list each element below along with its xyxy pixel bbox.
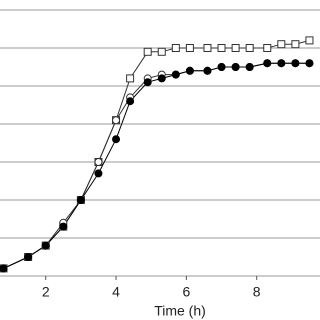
- marker: [0, 264, 8, 273]
- marker: [143, 78, 152, 87]
- marker: [185, 44, 194, 52]
- marker: [263, 59, 272, 68]
- x-tick-label: 4: [112, 284, 120, 300]
- marker: [94, 169, 103, 178]
- marker: [41, 241, 50, 250]
- marker: [231, 63, 240, 71]
- marker: [305, 36, 314, 45]
- marker: [171, 44, 180, 52]
- marker: [171, 70, 180, 79]
- marker: [112, 116, 121, 125]
- marker: [126, 74, 135, 83]
- marker: [305, 59, 314, 68]
- series-line: [3, 39, 310, 269]
- marker: [277, 59, 286, 68]
- marker: [126, 97, 135, 106]
- x-tick-label: 6: [182, 284, 190, 300]
- marker: [245, 63, 254, 71]
- marker: [143, 47, 152, 56]
- marker: [112, 135, 121, 144]
- marker: [94, 158, 103, 166]
- marker: [291, 40, 300, 49]
- marker: [157, 74, 166, 83]
- marker: [203, 44, 212, 52]
- marker: [203, 66, 212, 75]
- marker: [185, 66, 194, 75]
- marker: [217, 63, 226, 71]
- marker: [59, 222, 68, 231]
- x-axis-label: Time (h): [154, 303, 206, 319]
- marker: [245, 44, 254, 52]
- marker: [263, 44, 272, 52]
- marker: [157, 47, 166, 56]
- marker: [24, 253, 33, 261]
- marker: [217, 44, 226, 52]
- marker: [231, 44, 240, 52]
- marker: [291, 59, 300, 68]
- x-tick-label: 2: [42, 284, 50, 300]
- marker: [277, 40, 286, 49]
- x-tick-label: 8: [253, 284, 261, 300]
- marker: [76, 196, 85, 204]
